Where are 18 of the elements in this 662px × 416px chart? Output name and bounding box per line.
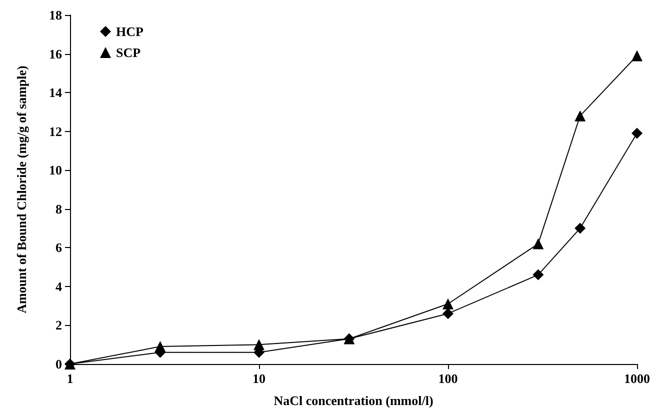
x-tick-label: 1 <box>66 371 74 386</box>
y-tick-label: 12 <box>49 124 62 139</box>
y-tick-label: 0 <box>56 356 62 372</box>
x-tick-label: 100 <box>438 371 458 386</box>
x-axis-title: NaCl concentration (mmol/l) <box>274 393 434 408</box>
y-tick-label: 4 <box>56 278 62 294</box>
x-tick-label: 10 <box>252 371 266 386</box>
y-tick-label: 6 <box>56 240 62 256</box>
legend-label: HCP <box>116 24 144 39</box>
y-tick-label: 10 <box>49 162 62 178</box>
y-tick-label: 2 <box>56 318 62 333</box>
y-axis-title: Amount of Bound Chloride (mg/g of sample) <box>14 66 29 314</box>
x-tick-label: 1000 <box>624 371 650 386</box>
y-tick-label: 14 <box>49 85 62 100</box>
legend-label: SCP <box>116 45 141 60</box>
y-tick-label: 8 <box>56 201 62 216</box>
y-tick-label: 18 <box>49 8 62 22</box>
y-tick-label: 16 <box>49 46 62 62</box>
